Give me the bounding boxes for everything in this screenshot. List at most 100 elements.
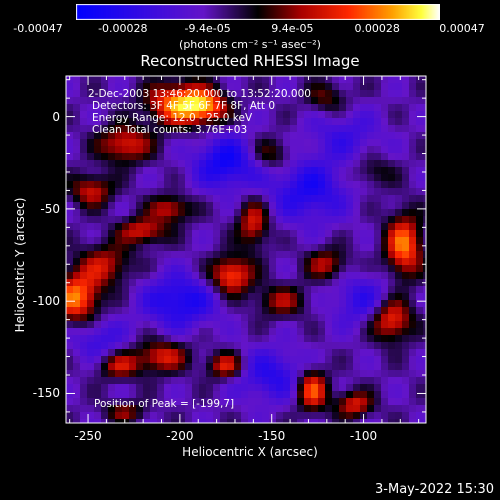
heatmap-cell [157, 384, 164, 391]
heatmap-cell [269, 328, 276, 335]
heatmap-cell [66, 405, 73, 412]
heatmap-cell [192, 125, 199, 132]
heatmap-cell [297, 188, 304, 195]
heatmap-cell [409, 321, 416, 328]
heatmap-cell [283, 335, 290, 342]
heatmap-cell [283, 349, 290, 356]
heatmap-cell [276, 97, 283, 104]
heatmap-cell [304, 300, 311, 307]
heatmap-cell [325, 300, 332, 307]
heatmap-cell [129, 258, 136, 265]
heatmap-cell [192, 286, 199, 293]
heatmap-cell [185, 223, 192, 230]
heatmap-cell [108, 237, 115, 244]
heatmap-cell [262, 195, 269, 202]
heatmap-cell [185, 90, 192, 97]
heatmap-cell [241, 300, 248, 307]
heatmap-cell [332, 307, 339, 314]
heatmap-cell [150, 356, 157, 363]
heatmap-cell [339, 265, 346, 272]
heatmap-cell [206, 146, 213, 153]
heatmap-cell [87, 251, 94, 258]
heatmap-cell [269, 111, 276, 118]
heatmap-cell [192, 391, 199, 398]
heatmap-cell [80, 132, 87, 139]
heatmap-cell [311, 118, 318, 125]
heatmap-cell [94, 90, 101, 97]
heatmap-cell [297, 202, 304, 209]
heatmap-cell [80, 370, 87, 377]
heatmap-cell [360, 160, 367, 167]
heatmap-cell [269, 405, 276, 412]
heatmap-cell [73, 398, 80, 405]
heatmap-cell [136, 258, 143, 265]
heatmap-cell [262, 412, 269, 419]
heatmap-cell [255, 230, 262, 237]
heatmap-cell [388, 293, 395, 300]
heatmap-cell [136, 90, 143, 97]
heatmap-cell [108, 97, 115, 104]
heatmap-cell [66, 104, 73, 111]
heatmap-cell [353, 146, 360, 153]
heatmap-cell [157, 188, 164, 195]
heatmap-cell [276, 328, 283, 335]
heatmap-cell [416, 314, 423, 321]
heatmap-cell [255, 356, 262, 363]
heatmap-cell [276, 76, 283, 83]
heatmap-cell [409, 314, 416, 321]
heatmap-cell [206, 181, 213, 188]
heatmap-cell [171, 363, 178, 370]
heatmap-cell [423, 419, 426, 423]
heatmap-cell [248, 83, 255, 90]
heatmap-cell [80, 118, 87, 125]
heatmap-cell [339, 97, 346, 104]
heatmap-cell [290, 286, 297, 293]
heatmap-cell [290, 370, 297, 377]
heatmap-cell [171, 181, 178, 188]
heatmap-cell [213, 111, 220, 118]
heatmap-cell [80, 398, 87, 405]
heatmap-cell [318, 370, 325, 377]
heatmap-cell [122, 419, 129, 423]
heatmap-cell [94, 335, 101, 342]
heatmap-cell [409, 153, 416, 160]
heatmap-cell [395, 188, 402, 195]
heatmap-cell [108, 125, 115, 132]
heatmap-cell [241, 391, 248, 398]
heatmap-cell [164, 272, 171, 279]
heatmap-cell [101, 181, 108, 188]
heatmap-cell [164, 237, 171, 244]
heatmap-cell [423, 405, 426, 412]
heatmap-cell [276, 216, 283, 223]
heatmap-cell [255, 125, 262, 132]
heatmap-cell [360, 286, 367, 293]
heatmap-cell [101, 132, 108, 139]
heatmap-cell [262, 111, 269, 118]
heatmap-cell [213, 230, 220, 237]
heatmap-cell [234, 83, 241, 90]
heatmap-cell [402, 335, 409, 342]
heatmap-cell [423, 363, 426, 370]
heatmap-cell [94, 419, 101, 423]
heatmap-cell [80, 167, 87, 174]
heatmap-cell [416, 76, 423, 83]
heatmap-cell [150, 258, 157, 265]
heatmap-cell [171, 90, 178, 97]
heatmap-cell [248, 405, 255, 412]
heatmap-cell [311, 279, 318, 286]
heatmap-cell [80, 181, 87, 188]
heatmap-cell [213, 335, 220, 342]
heatmap-cell [185, 174, 192, 181]
heatmap-cell [129, 174, 136, 181]
heatmap-cell [402, 223, 409, 230]
heatmap-cell [192, 167, 199, 174]
heatmap-cell [122, 174, 129, 181]
heatmap-cell [164, 321, 171, 328]
heatmap-cell [374, 223, 381, 230]
heatmap-cell [311, 307, 318, 314]
axis-ticks [66, 76, 426, 423]
heatmap-cell [213, 356, 220, 363]
heatmap-cell [381, 335, 388, 342]
heatmap-cell [234, 412, 241, 419]
heatmap-cell [283, 181, 290, 188]
